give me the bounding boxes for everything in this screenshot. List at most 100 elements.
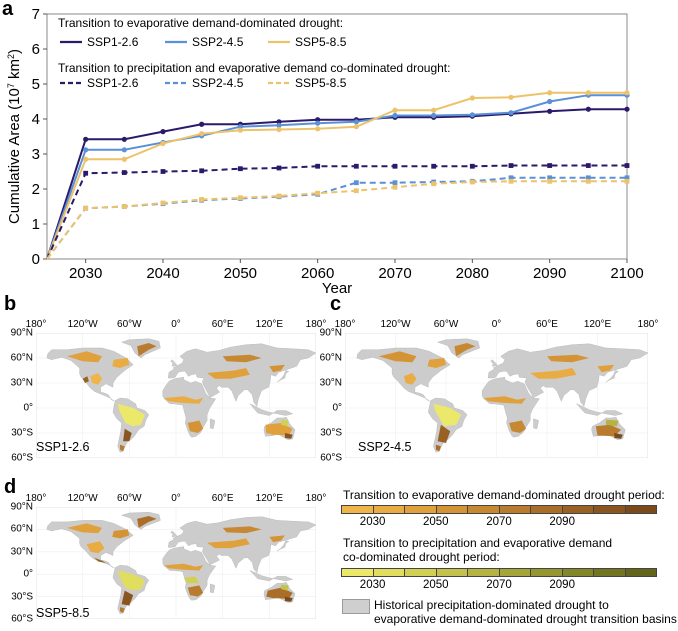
basin-evaporative-8 — [164, 396, 204, 404]
lon-tick-label: 0° — [171, 319, 181, 330]
land-africa — [162, 546, 217, 601]
basin-evaporative-7 — [120, 444, 125, 452]
y-tick-label-7: 7 — [32, 6, 40, 23]
point-ssp5-8.5-g1-2070 — [392, 107, 398, 113]
lat-tick-label: 0° — [23, 402, 33, 414]
lon-tick-label: 0° — [171, 493, 181, 504]
legend-label-ssp5-8.5-group1: SSP5-8.5 — [295, 35, 347, 49]
basin-evaporative-1 — [67, 351, 103, 363]
point-ssp1-2.6-g2-2070 — [392, 163, 398, 169]
basin-evaporative-11 — [222, 354, 262, 363]
y-tick-label-0: 0 — [32, 251, 40, 268]
panel-label-b: b — [4, 293, 17, 315]
series-line-ssp2-4.5-group2 — [46, 176, 627, 260]
lat-tick-label: 60°N — [10, 352, 33, 364]
point-ssp2-4.5-g1-2055 — [276, 122, 282, 128]
colorbar-segment — [594, 506, 626, 513]
point-ssp5-8.5-g1-2030 — [83, 156, 89, 162]
basin-evaporative-13 — [265, 423, 293, 436]
basin-evaporative-8 — [164, 563, 204, 571]
point-ssp1-2.6-g1-2095 — [585, 106, 591, 112]
land-indonesia — [576, 403, 624, 416]
lon-tick-label: 60°W — [117, 319, 142, 330]
point-ssp2-4.5-g2-2090 — [547, 175, 553, 181]
point-ssp2-4.5-g2-2065 — [353, 180, 359, 186]
colorbar-segment — [531, 506, 563, 513]
x-tick-label-2060: 2060 — [301, 265, 334, 282]
colorbar-tick-2030: 2030 — [359, 516, 386, 528]
basin-evaporative-3 — [137, 516, 157, 528]
land-japan — [605, 370, 620, 383]
colorbar-segment — [499, 569, 531, 576]
lat-tick-label: 60°S — [11, 613, 33, 625]
basin-evaporative-1 — [378, 351, 417, 363]
point-ssp1-2.6-g2-2035 — [121, 170, 127, 175]
basin-evaporative-3 — [137, 343, 157, 357]
land-madagascar — [209, 418, 216, 430]
basin-evaporative-13 — [614, 433, 623, 439]
colorbar-segment — [468, 506, 500, 513]
point-ssp2-4.5-g1-2070 — [392, 112, 398, 119]
land-japan — [276, 540, 290, 552]
basin-evaporative-14 — [266, 587, 293, 599]
colorbar-tick-2070: 2070 — [486, 579, 512, 591]
legend-label-ssp2-4.5-group1: SSP2-4.5 — [192, 35, 244, 49]
lon-tick-label: 120°E — [255, 493, 284, 504]
lon-tick-label: 120°E — [583, 319, 612, 330]
point-ssp1-2.6-g2-2090 — [547, 163, 553, 168]
lon-tick-label: 60°W — [433, 319, 459, 330]
point-ssp5-8.5-g2-2030 — [83, 205, 89, 211]
point-ssp2-4.5-g2-2070 — [392, 180, 398, 186]
scenario-label-d: SSP5-8.5 — [36, 606, 90, 620]
point-ssp2-4.5-g1-2090 — [547, 98, 553, 105]
point-ssp1-2.6-g2-2085 — [508, 163, 514, 168]
lat-tick-label: 90°N — [10, 501, 33, 513]
point-ssp1-2.6-g2-2055 — [276, 165, 282, 171]
basin-codominated-4 — [433, 403, 462, 427]
point-ssp5-8.5-g1-2090 — [547, 90, 553, 96]
legend-coda-title-2: co-dominated drought period: — [343, 550, 500, 564]
land-africa — [481, 376, 540, 438]
colorbar-segment — [373, 569, 405, 576]
point-ssp1-2.6-g2-2045 — [199, 168, 205, 174]
land-uk — [490, 359, 498, 367]
lon-tick-label: 60°E — [211, 493, 234, 504]
land-indonesia — [249, 403, 294, 416]
historical-basins-swatch — [342, 599, 370, 614]
lat-tick-label: 30°S — [320, 427, 342, 439]
point-ssp1-2.6-g2-2080 — [469, 163, 475, 169]
basin-evaporative-2 — [112, 529, 130, 539]
basin-evaporative-9 — [530, 368, 577, 379]
world-map-d — [36, 507, 316, 619]
land-indonesia — [249, 570, 294, 582]
y-tick-label-3: 3 — [32, 146, 40, 163]
legend-label-ssp1-2.6-group2: SSP1-2.6 — [87, 76, 139, 90]
point-ssp5-8.5-g1-2035 — [121, 156, 127, 162]
series-line-ssp2-4.5-group1 — [46, 94, 627, 260]
lon-tick-label: 180° — [305, 493, 327, 504]
colorbar-tick-2090: 2090 — [549, 579, 575, 591]
land-japan — [276, 370, 290, 383]
colorbar-codominated-ticks: 2030 2050 2070 2090 — [341, 579, 657, 593]
plot-frame — [46, 13, 628, 260]
point-ssp5-8.5-g1-2060 — [315, 126, 321, 132]
colorbar-segment — [373, 506, 405, 513]
lat-tick-label: 60°S — [320, 452, 342, 464]
point-ssp2-4.5-g2-2085 — [508, 175, 514, 181]
point-ssp5-8.5-g2-2055 — [276, 193, 282, 199]
legend-group2-title: Transition to precipitation and evaporat… — [58, 61, 450, 75]
colorbar-segment — [342, 506, 374, 513]
basin-evaporative-14 — [284, 433, 293, 439]
colorbar-segment — [405, 506, 437, 513]
land-uk — [170, 359, 178, 367]
lon-tick-label: 120°W — [67, 493, 98, 504]
x-tick-label-2090: 2090 — [533, 265, 566, 282]
x-axis-label: Year — [322, 280, 352, 297]
lat-tick-label: 90°N — [319, 327, 342, 339]
colorbar-tick-2030: 2030 — [359, 579, 386, 591]
colorbar-segment — [342, 569, 374, 576]
lon-tick-label: 180° — [305, 319, 327, 330]
land-madagascar — [533, 418, 539, 430]
point-ssp5-8.5-g2-2065 — [353, 188, 359, 194]
basin-codominated-15 — [281, 419, 289, 427]
